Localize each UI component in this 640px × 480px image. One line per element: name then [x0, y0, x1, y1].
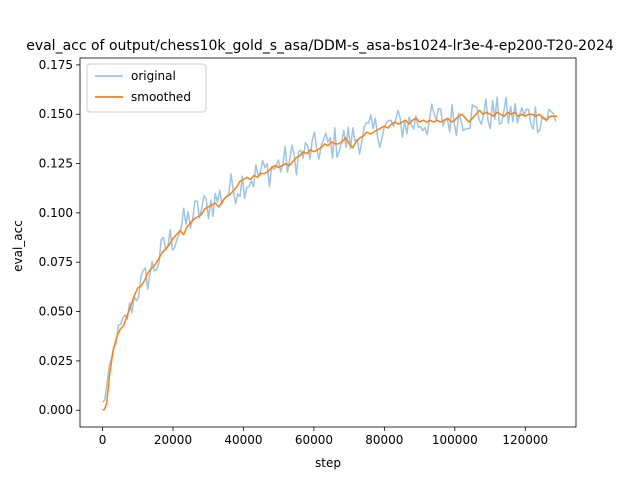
x-tick-label: 0	[99, 433, 107, 447]
series-line-smoothed	[102, 109, 557, 411]
x-tick-label: 40000	[224, 433, 262, 447]
legend: original smoothed	[86, 63, 207, 113]
y-tick-label: 0.150	[39, 107, 73, 121]
y-axis-label: eval_acc	[11, 220, 25, 272]
y-tick-label: 0.125	[39, 157, 73, 171]
y-tick-label: 0.100	[39, 206, 73, 220]
plot-area	[79, 57, 577, 428]
x-tick-label: 100000	[432, 433, 478, 447]
y-axis-ticks: 0.000 0.025 0.050 0.075 0.100 0.125 0.150 0.175	[39, 58, 80, 417]
y-tick-label: 0.075	[39, 255, 73, 269]
series-line-original	[101, 96, 557, 403]
chart-title: eval_acc of output/chess10k_gold_s_asa/D…	[26, 38, 614, 54]
x-tick-label: 20000	[154, 433, 192, 447]
y-tick-label: 0.000	[39, 403, 73, 417]
x-axis-ticks: 0 20000 40000 60000 80000 100000 120000	[99, 427, 548, 447]
legend-label-original: original	[131, 69, 176, 83]
x-tick-label: 120000	[502, 433, 548, 447]
y-tick-label: 0.175	[39, 58, 73, 72]
y-tick-label: 0.050	[39, 305, 73, 319]
legend-label-smoothed: smoothed	[131, 90, 191, 104]
axes-frame	[79, 57, 577, 428]
x-tick-label: 60000	[295, 433, 333, 447]
x-tick-label: 80000	[365, 433, 403, 447]
y-tick-label: 0.025	[39, 354, 73, 368]
x-axis-label: step	[315, 456, 341, 470]
